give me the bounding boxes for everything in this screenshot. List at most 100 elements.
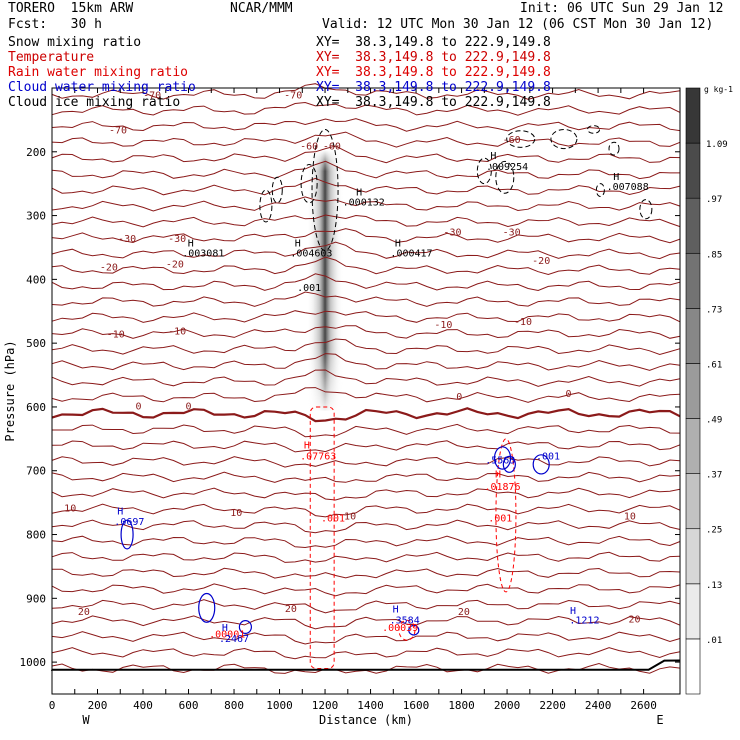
- cloud-water-label: H: [117, 506, 123, 517]
- temperature-label: 20: [285, 604, 297, 615]
- rain-label: .001: [321, 513, 345, 524]
- contour-labels: -70 -70 -60 -60 -60 -70 -30 -30 -30 -30 -20 -20 -20 -…: [64, 90, 649, 644]
- cloud-water-label: .0697: [114, 517, 144, 528]
- cloud-water-contour: [198, 592, 216, 623]
- x-tick-label: 400: [133, 699, 153, 712]
- y-tick-label: 700: [26, 465, 46, 478]
- rain-label: .00039: [382, 623, 418, 634]
- cloud-water-contour: [238, 620, 253, 634]
- rain-label: H: [304, 441, 310, 452]
- temperature-contour: [51, 241, 681, 260]
- colorbar-unit: g kg-1: [704, 85, 733, 94]
- snow-label: H: [490, 151, 496, 162]
- legend-temperature-xy: XY= 38.3,149.8 to 222.9,149.8: [316, 50, 551, 65]
- plot-frame: [51, 87, 681, 695]
- rain-label: .001: [488, 513, 512, 524]
- temperature-label: 10: [344, 511, 356, 522]
- temperature-contour: [51, 118, 681, 132]
- y-tick-label: 600: [26, 401, 46, 414]
- colorbar-label: .49: [706, 416, 722, 426]
- temperature-contour: [51, 101, 681, 116]
- terrain-line: [51, 659, 681, 671]
- colorbar-segment: [685, 197, 701, 254]
- colorbar-label: .85: [706, 250, 722, 260]
- y-tick-label: 200: [26, 146, 46, 159]
- snow-contours: [259, 125, 653, 252]
- temperature-label: 20: [628, 615, 640, 626]
- rain-label: .07763: [300, 451, 336, 462]
- temperature-contour: [51, 131, 681, 148]
- temperature-label: 0: [186, 402, 192, 413]
- snow-label: H: [356, 187, 362, 198]
- cloud-water-contour: [120, 519, 134, 550]
- snow-shading-column: [307, 135, 344, 411]
- temperature-contour: [51, 471, 681, 483]
- colorbar-segment: [685, 252, 701, 309]
- temperature-label: 10: [624, 511, 636, 522]
- snow-label: .009254: [486, 162, 528, 173]
- cloud-water-label: .3584: [390, 615, 420, 626]
- x-tick-label: 200: [88, 699, 108, 712]
- temperature-contour: [51, 214, 681, 228]
- snow-contour: [608, 141, 620, 156]
- west-label: W: [82, 713, 90, 727]
- snow-contour: [476, 157, 492, 185]
- temperature-contour: [51, 631, 681, 645]
- y-tick-label: 900: [26, 592, 46, 605]
- temperature-contour: [51, 551, 681, 563]
- snow-contour: [587, 125, 601, 134]
- temperature-label: -60: [323, 141, 341, 152]
- y-tick-label: 800: [26, 529, 46, 542]
- temperature-contour: [51, 407, 681, 423]
- snow-contour: [495, 160, 515, 194]
- x-tick-label: 1400: [357, 699, 384, 712]
- colorbar-segment: [685, 142, 701, 199]
- temperature-contour: [52, 567, 681, 579]
- snow-label: H: [395, 238, 401, 249]
- cloud-water-contour: [408, 624, 420, 636]
- temperature-label: -60: [503, 135, 521, 146]
- legend-cloud-water: Cloud water mixing ratio: [8, 80, 196, 95]
- legend-snow: Snow mixing ratio: [8, 35, 142, 50]
- y-tick-label: 1000: [20, 656, 47, 669]
- temperature-contour: [51, 196, 681, 212]
- snow-label: H: [295, 238, 301, 249]
- rain-label: H: [495, 469, 501, 480]
- x-tick-label: 2200: [539, 699, 566, 712]
- x-tick-label: 600: [179, 699, 199, 712]
- temperature-label: 0: [135, 402, 141, 413]
- temperature-label: -70: [109, 125, 127, 136]
- snow-contour: [595, 183, 605, 197]
- temperature-label: 10: [64, 504, 76, 515]
- axes: 0 200 400 600 800 1000 1200 1400 1600 1800 2000 220…: [3, 88, 680, 727]
- colorbar-segment: [685, 528, 701, 585]
- temperature-contour: [51, 535, 681, 549]
- colorbar-label: .61: [706, 360, 722, 370]
- east-label: E: [656, 713, 663, 727]
- snow-contour: [271, 176, 283, 204]
- temperature-contour: [51, 615, 681, 630]
- temperature-label: -30: [168, 234, 186, 245]
- temperature-contour: [51, 145, 681, 164]
- colorbar-segment: [685, 638, 701, 695]
- snow-label: .001: [297, 283, 321, 294]
- temperature-label: 20: [78, 607, 90, 618]
- cloud-water-label: .5563: [485, 455, 515, 466]
- temperature-contour: [51, 310, 681, 323]
- y-tick-label: 500: [26, 337, 46, 350]
- x-tick-label: 1800: [448, 699, 475, 712]
- colorbar-label: .37: [706, 471, 722, 481]
- temperature-contour: [51, 519, 681, 534]
- x-axis-label: Distance (km): [319, 713, 413, 727]
- legend-rain: Rain water mixing ratio: [8, 65, 189, 80]
- x-tick-label: 0: [49, 699, 56, 712]
- snow-label: .004603: [290, 249, 332, 260]
- legend-cloud-ice: Cloud ice mixing ratio: [8, 95, 181, 110]
- temperature-contour: [51, 503, 681, 518]
- rain-contours: [309, 406, 517, 669]
- temperature-label: -30: [503, 228, 521, 239]
- snow-shading-core: [307, 135, 344, 411]
- snow-contour: [259, 189, 273, 223]
- rain-label: .01876: [484, 482, 520, 493]
- colorbar-segment: [685, 308, 701, 364]
